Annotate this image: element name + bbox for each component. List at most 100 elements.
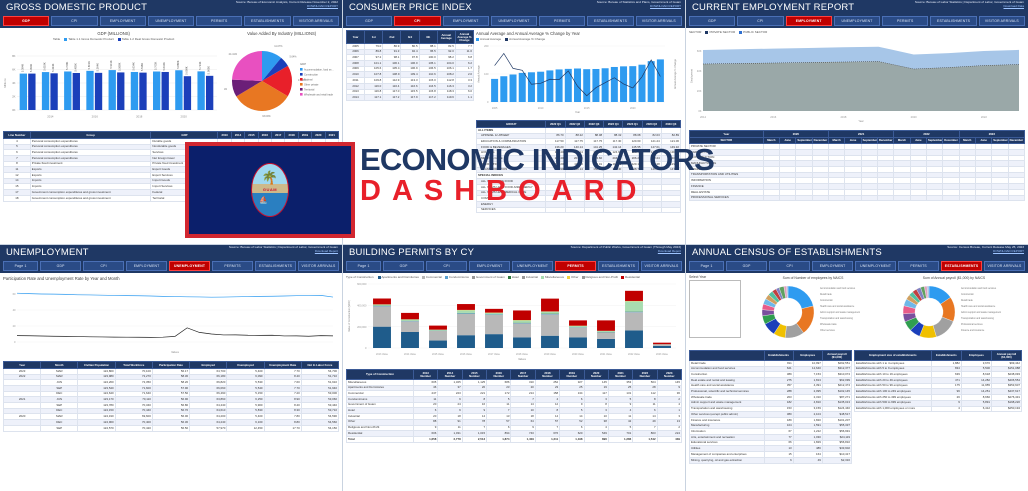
tab-page1[interactable]: Page 1 xyxy=(689,261,725,272)
table-row[interactable]: Hotel 6 9 9 7 10 8 5 3 4 6 1 xyxy=(346,407,683,415)
table-row[interactable]: 2007 97.2 98.1 97.8 100.0 98.2 6.8 xyxy=(345,54,475,62)
table-row[interactable]: TRANSPORTATION AND UTILITIES xyxy=(689,171,1026,179)
table-row[interactable]: ALL ITEMS LESS MEDICAL CARE xyxy=(475,189,682,197)
table-row[interactable]: Mining, quarrying, oil and gas extractio… xyxy=(689,456,853,464)
tab-employment[interactable]: EMPLOYMENT xyxy=(442,16,489,27)
table-row[interactable]: PROFESSIONAL SERVICES xyxy=(689,194,1026,202)
tab-unemployment[interactable]: UNEMPLOYMENT xyxy=(833,16,881,27)
table-row[interactable]: 2010 107.8 108.9 109.4 110.6 108.2 2.0 xyxy=(345,71,475,79)
download-link[interactable]: Download Report xyxy=(657,248,681,253)
download-link[interactable]: DOWNLOAD REPORT xyxy=(307,3,338,8)
tab-gdp[interactable]: GDP xyxy=(346,16,393,27)
table-row[interactable]: DEC 124,150 70,440 56.70 64,610 5,830 8.30 53,7… xyxy=(2,407,340,415)
tab-employment[interactable]: EMPLOYMENT xyxy=(126,261,168,272)
table-row[interactable]: REAL ESTATE xyxy=(689,188,1026,196)
table-row[interactable]: Total 1,658 2,778 2,513 1,874 1,409 1,211 1,198… xyxy=(346,435,683,443)
table-row[interactable]: 2008 101.1 106.1 106.0 105.1 104.0 6.2 xyxy=(345,60,475,67)
table-row[interactable]: 2021 JUN 123,170 70,110 56.90 63,860 6,250 8.90… xyxy=(2,396,340,404)
tab-gdp[interactable]: GDP xyxy=(40,261,82,272)
download-link[interactable]: DOWNLOAD REPORT xyxy=(993,248,1024,253)
tab-visitor-arrivals[interactable]: VISITOR ARRIVALS xyxy=(641,261,683,272)
tab-gdp[interactable]: GDP xyxy=(689,16,736,27)
table-row[interactable]: Establishments with 20 to 49 employees 47… xyxy=(854,377,1023,384)
tab-visitor-arrivals[interactable]: VISITOR ARRIVALS xyxy=(984,261,1026,272)
tab-cpi[interactable]: CPI xyxy=(83,261,125,272)
table-row[interactable]: Finance and insurance 189 1,820 $101,207 xyxy=(689,416,853,424)
table-row[interactable]: INFORMATION xyxy=(689,177,1026,185)
tab-establishments[interactable]: ESTABLISHMENTS xyxy=(255,261,297,272)
table-row[interactable]: Condominiums 11 9 8 5 7 4 6 3 5 8 2 xyxy=(346,396,683,403)
table-row[interactable]: Establishments with 1,000 employees or m… xyxy=(854,405,1023,413)
tab-permits[interactable]: PERMITS xyxy=(212,261,254,272)
table-row[interactable]: 2022 MAR 123,980 72,270 58.30 66,180 6,090 8.40… xyxy=(2,373,340,381)
table-row[interactable]: EDUCATION & COMMUNICATION 117.50 117.75 117… xyxy=(475,138,682,145)
tab-unemployment[interactable]: UNEMPLOYMENT xyxy=(490,16,538,27)
tab-unemployment[interactable]: UNEMPLOYMENT xyxy=(147,16,195,27)
table-row[interactable]: Residential 606 1,031 1,015 894 743 676 620 549 7… xyxy=(346,430,683,437)
table-row[interactable]: APPAREL & UPKEEP 86.70 88.22 88.08 88.32 88.0… xyxy=(475,132,682,140)
tab-unemployment[interactable]: UNEMPLOYMENT xyxy=(855,261,897,272)
table-row[interactable]: FINANCE xyxy=(689,183,1026,190)
year-slicer[interactable] xyxy=(689,280,741,339)
tab-visitor-arrivals[interactable]: VISITOR ARRIVALS xyxy=(292,16,339,27)
tab-permits[interactable]: PERMITS xyxy=(555,261,597,272)
table-row[interactable]: COMMODITIES xyxy=(475,195,682,202)
tab-page1[interactable]: Page 1 xyxy=(3,261,39,272)
table-row[interactable]: TRADE xyxy=(689,166,1026,173)
tab-gdp[interactable]: GDP xyxy=(383,261,425,272)
download-link[interactable]: Download Report xyxy=(314,248,338,253)
tab-visitor-arrivals[interactable]: VISITOR ARRIVALS xyxy=(298,261,340,272)
table-row[interactable]: DEC 124,640 71,640 57.50 66,490 5,150 7.20 53,0… xyxy=(2,390,340,398)
table-row[interactable]: SEP 124,570 70,420 56.50 57,970 12,450 17.70 54… xyxy=(2,424,340,432)
table-row[interactable]: 2020 MAR 124,190 69,600 56.00 64,200 5,400 7.80… xyxy=(2,413,340,421)
download-link[interactable]: DOWNLOAD REPORT xyxy=(650,3,681,8)
table-row[interactable]: MEDICAL CARE 200.40 201.24 203.60 204.65 206.… xyxy=(475,155,682,163)
tab-cpi[interactable]: CPI xyxy=(769,261,811,272)
download-link[interactable]: Download Data xyxy=(1003,3,1024,8)
tab-permits[interactable]: PERMITS xyxy=(539,16,586,27)
tab-establishments[interactable]: ESTABLISHMENTS xyxy=(930,16,977,27)
table-row[interactable]: RECREATION 116.20 117.40 118.01 119.20 120.12… xyxy=(475,161,682,168)
tab-cpi[interactable]: CPI xyxy=(394,16,441,27)
table-row[interactable]: CONSTRUCTION xyxy=(689,154,1026,162)
tab-cpi[interactable]: CPI xyxy=(426,261,468,272)
table-row[interactable]: TRANSPORTATION 146.90 150.14 152.10 149.40 14… xyxy=(475,166,682,174)
tab-employment[interactable]: EMPLOYMENT xyxy=(812,261,854,272)
tab-page1[interactable]: Page 1 xyxy=(346,261,382,272)
tab-permits[interactable]: PERMITS xyxy=(898,261,940,272)
tab-employment[interactable]: EMPLOYMENT xyxy=(99,16,146,27)
tab-establishments[interactable]: ESTABLISHMENTS xyxy=(941,261,983,272)
tab-cpi[interactable]: CPI xyxy=(737,16,784,27)
table-row[interactable]: AGRICULTURE xyxy=(689,148,1026,156)
tab-establishments[interactable]: ESTABLISHMENTS xyxy=(587,16,634,27)
table-row[interactable]: 2014 117.1 117.2 117.9 117.2 119.6 1.1 xyxy=(345,94,475,101)
table-row[interactable]: Transportation and warehousing 153 3,159 $1… xyxy=(689,405,853,413)
table-row[interactable]: Establishments with 100 to 249 employees… xyxy=(854,388,1023,396)
tab-employment[interactable]: EMPLOYMENT xyxy=(469,261,511,272)
tab-cpi[interactable]: CPI xyxy=(51,16,98,27)
table-row[interactable]: Establishments with 1 to 4 employees 1,88… xyxy=(854,359,1023,367)
tab-gdp[interactable]: GDP xyxy=(726,261,768,272)
tab-permits[interactable]: PERMITS xyxy=(196,16,243,27)
table-row[interactable]: Accommodation and food services 621 12,640… xyxy=(689,365,853,373)
table-row[interactable]: SEP 123,540 71,600 57.90 66,060 5,540 7.70 51,9… xyxy=(2,384,340,392)
tab-visitor-arrivals[interactable]: VISITOR ARRIVALS xyxy=(635,16,682,27)
table-row[interactable]: 2005 79.0 86.9 80.5 88.1 82.5 7.7 xyxy=(345,42,475,50)
table-row[interactable]: ALL ITEMS LESS FOOD AND ENERGY xyxy=(475,183,682,191)
tab-establishments[interactable]: ESTABLISHMENTS xyxy=(598,261,640,272)
table-row[interactable]: SERVICES xyxy=(475,206,682,214)
table-row[interactable]: HOUSING 121.40 122.14 123.60 124.60 128.71 129… xyxy=(475,149,682,157)
table-row[interactable]: ALL ITEMS xyxy=(475,126,682,134)
table-row[interactable]: PRIVATE SECTOR xyxy=(689,143,1026,150)
tab-unemployment[interactable]: UNEMPLOYMENT xyxy=(512,261,554,272)
table-row[interactable]: FOOD & BEVERAGES 136.20 140.14 141.25 142.14… xyxy=(475,143,682,151)
tab-establishments[interactable]: ESTABLISHMENTS xyxy=(244,16,291,27)
tab-permits[interactable]: PERMITS xyxy=(882,16,929,27)
table-row[interactable]: SPECIAL INDICES xyxy=(475,172,682,180)
table-row[interactable]: 2006 89.8 91.3 92.4 95.5 92.0 11.6 xyxy=(345,48,475,56)
table-row[interactable]: MANUFACTURING xyxy=(689,160,1026,168)
table-row[interactable]: 2013 116.8 117.0 115.5 115.8 118.3 6.0 xyxy=(345,88,475,96)
table-row[interactable]: ALL ITEMS LESS FOOD xyxy=(475,178,682,185)
table-row[interactable]: Manufacturing 104 1,591 $55,337 xyxy=(689,422,853,430)
tab-employment[interactable]: EMPLOYMENT xyxy=(785,16,832,27)
